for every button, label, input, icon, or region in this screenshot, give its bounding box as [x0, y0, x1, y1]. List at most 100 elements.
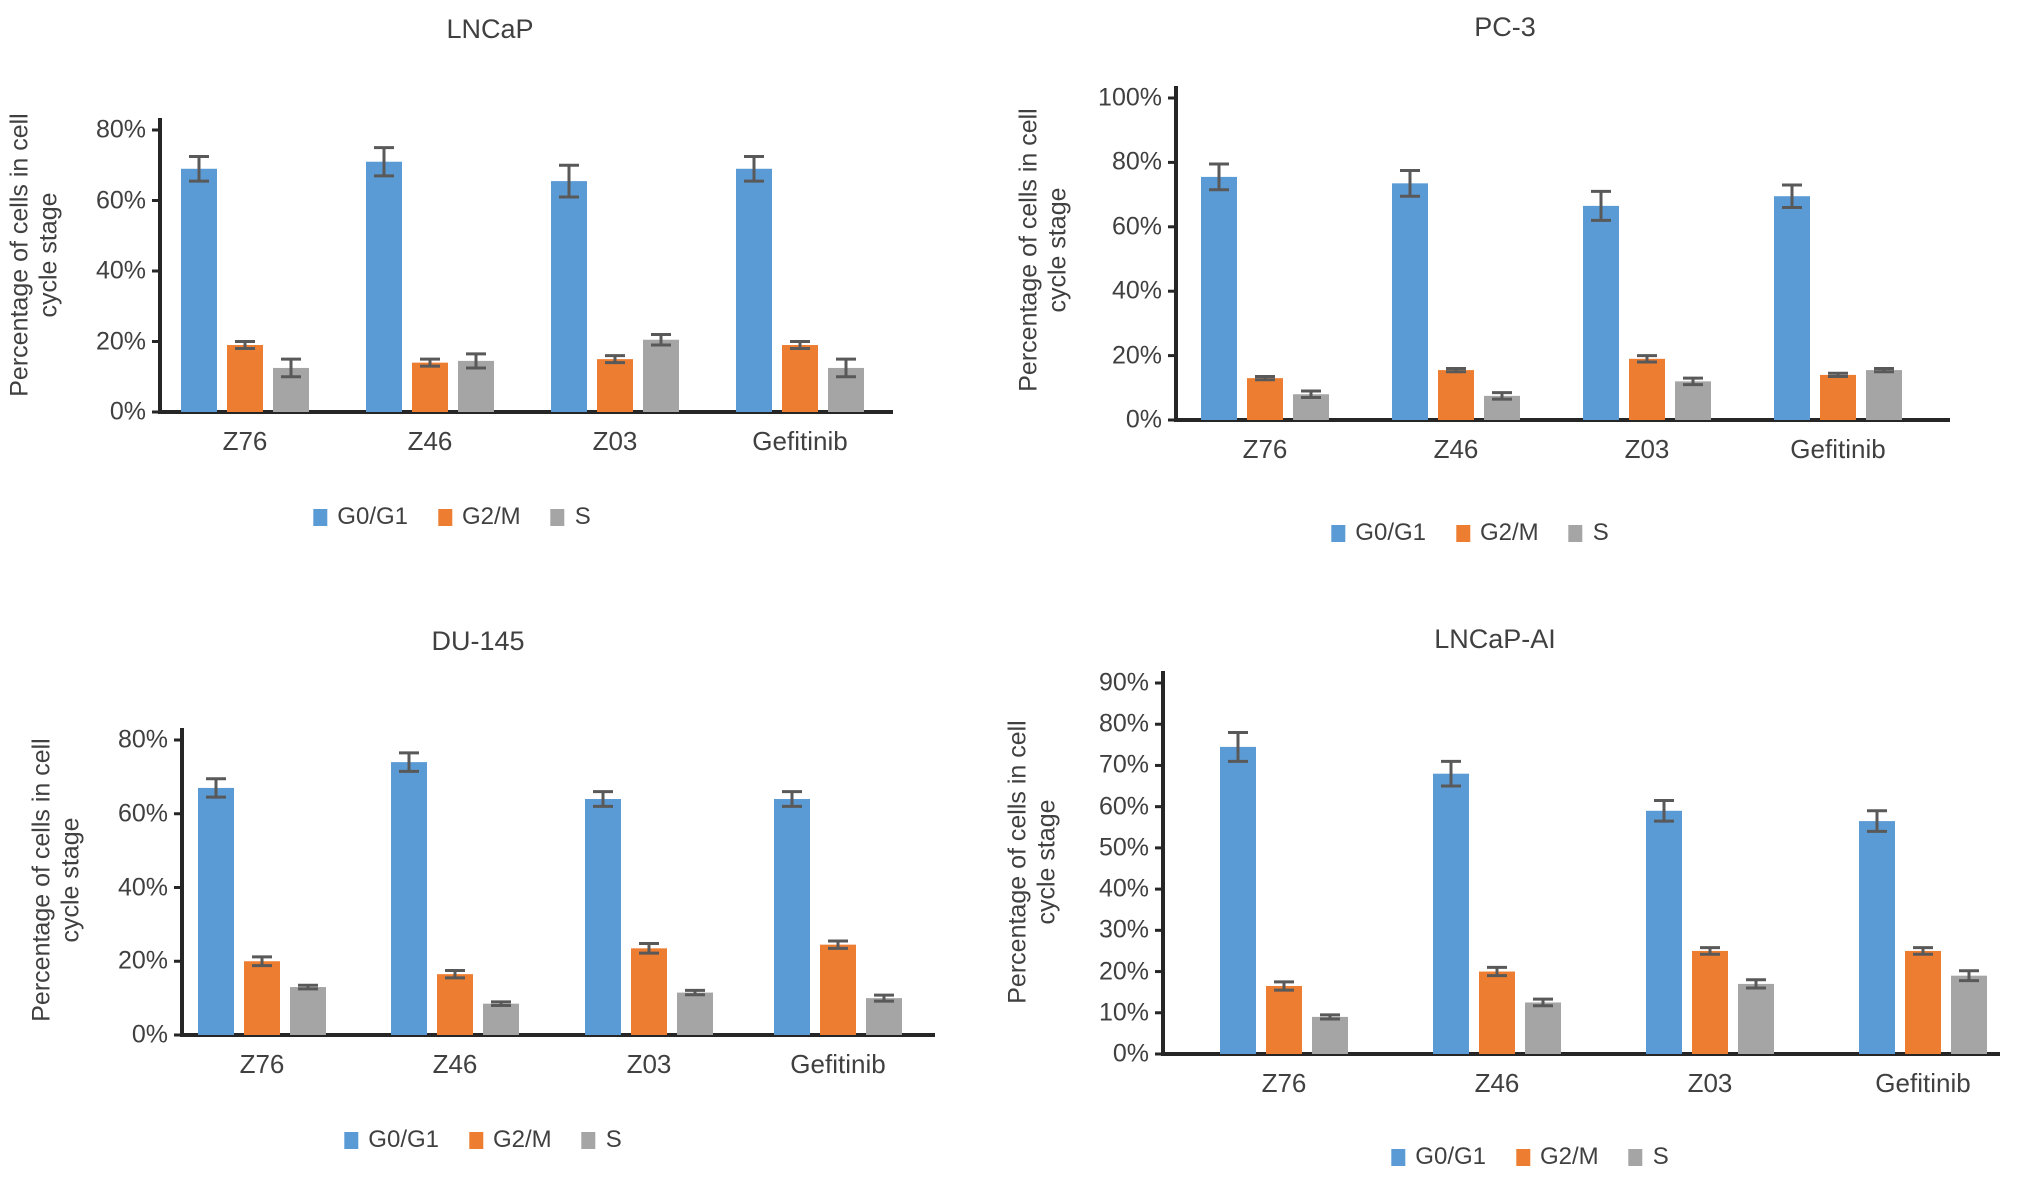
bar-g2m-gefitinib: [1820, 374, 1856, 420]
legend-label: G2/M: [1540, 1143, 1599, 1170]
legend: G0/G1 G2/M S: [344, 1126, 622, 1154]
y-axis-title: Percentage of cells in cell cycle stage: [1014, 108, 1072, 391]
legend-item-g0g1: G0/G1: [313, 503, 408, 531]
legend-item-g0g1: G0/G1: [344, 1126, 439, 1154]
legend-swatch-g0g1: [1331, 524, 1346, 542]
y-tick-label: 70%: [1098, 750, 1149, 779]
bar-s-z03: [643, 339, 679, 412]
y-tick-label: 0%: [109, 397, 146, 426]
bar-g0g1-z46: [1392, 183, 1428, 420]
bar-g0g1-z03: [1583, 205, 1619, 420]
bar-g2m-z46: [1438, 370, 1474, 420]
legend-item-g2m: G2/M: [438, 503, 521, 531]
y-tick-label: 0%: [1112, 1039, 1149, 1068]
legend-item-s: S: [550, 503, 591, 531]
legend-label: S: [1652, 1143, 1669, 1170]
legend-item-g2m: G2/M: [1516, 1143, 1599, 1171]
bar-g2m-gefitinib: [782, 345, 818, 412]
y-tick-label: 60%: [1098, 792, 1149, 821]
x-category-label: Z03: [592, 426, 638, 456]
bar-g2m-z03: [1692, 950, 1728, 1054]
bar-s-z03: [677, 992, 713, 1035]
bar-s-z03: [1675, 381, 1711, 420]
bar-g2m-z03: [597, 359, 633, 412]
bar-g0g1-z03: [551, 181, 587, 412]
x-category-label: Z46: [407, 426, 453, 456]
y-axis-title-line1: Percentage of cells in cell: [27, 738, 56, 1022]
legend-label: G0/G1: [1415, 1143, 1486, 1170]
x-category-label: Z03: [626, 1049, 672, 1079]
y-tick-label: 0%: [131, 1020, 168, 1049]
bar-g2m-z46: [412, 362, 448, 412]
legend-swatch-g0g1: [344, 1131, 359, 1149]
y-tick-label: 50%: [1098, 833, 1149, 862]
bar-g2m-z76: [227, 345, 263, 412]
legend-item-s: S: [1628, 1143, 1669, 1171]
y-tick-label: 10%: [1098, 998, 1149, 1027]
chart-title: LNCaP-AI: [1434, 624, 1556, 654]
bar-g2m-z76: [244, 961, 280, 1035]
y-tick-label: 80%: [95, 115, 146, 144]
legend-item-g0g1: G0/G1: [1391, 1143, 1486, 1171]
x-category-label: Gefitinib: [752, 426, 848, 456]
legend: G0/G1 G2/M S: [313, 503, 591, 531]
bar-g0g1-z76: [1220, 746, 1256, 1054]
bar-s-gefitinib: [866, 998, 902, 1035]
x-category-label: Z46: [432, 1049, 478, 1079]
y-axis-title: Percentage of cells in cell cycle stage: [5, 113, 63, 396]
bar-g2m-z46: [437, 974, 473, 1035]
legend-label: G0/G1: [1355, 519, 1426, 546]
bar-g2m-z76: [1266, 985, 1302, 1054]
legend-label: S: [574, 503, 591, 530]
bar-g2m-z03: [1629, 358, 1665, 420]
y-axis-title-line2: cycle stage: [56, 817, 84, 943]
y-axis-title: Percentage of cells in cell cycle stage: [27, 738, 85, 1021]
bar-s-z03: [1738, 983, 1774, 1054]
bar-s-gefitinib: [1951, 975, 1987, 1054]
bar-g2m-z46: [1479, 971, 1515, 1054]
y-tick-label: 80%: [1111, 147, 1162, 176]
y-tick-label: 40%: [1111, 276, 1162, 305]
legend-item-g0g1: G0/G1: [1331, 519, 1426, 547]
x-category-label: Gefitinib: [790, 1049, 886, 1079]
bar-g0g1-gefitinib: [1774, 196, 1810, 420]
y-axis-title-line2: cycle stage: [1043, 187, 1071, 313]
legend-item-g2m: G2/M: [1456, 519, 1539, 547]
chart-title: LNCaP: [446, 14, 534, 44]
legend-label: S: [1592, 519, 1609, 546]
bar-g2m-gefitinib: [820, 944, 856, 1035]
legend-item-g2m: G2/M: [469, 1126, 552, 1154]
y-tick-label: 40%: [117, 873, 168, 901]
chart-title: DU-145: [431, 626, 525, 656]
bar-g2m-z03: [631, 948, 667, 1035]
bar-g0g1-z46: [366, 161, 402, 412]
y-tick-label: 90%: [1098, 668, 1149, 697]
bar-s-z46: [1525, 1002, 1561, 1054]
x-category-label: Gefitinib: [1790, 434, 1886, 464]
y-axis-title-line2: cycle stage: [1032, 799, 1060, 925]
bar-g0g1-gefitinib: [1859, 821, 1895, 1054]
legend-swatch-s: [550, 508, 565, 526]
legend-label: G2/M: [493, 1126, 552, 1153]
bar-g0g1-z03: [1646, 810, 1682, 1054]
chart-title: PC-3: [1474, 12, 1536, 42]
bar-g0g1-z46: [391, 762, 427, 1035]
legend-swatch-g2m: [1516, 1148, 1530, 1166]
legend-swatch-g2m: [469, 1131, 483, 1149]
y-tick-label: 80%: [117, 725, 168, 754]
y-tick-label: 30%: [1098, 915, 1149, 944]
x-category-label: Z76: [239, 1049, 285, 1079]
bar-g0g1-gefitinib: [736, 168, 772, 412]
y-tick-label: 40%: [95, 256, 146, 285]
bar-g0g1-z76: [181, 168, 217, 412]
x-category-label: Z03: [1624, 434, 1670, 464]
legend-label: G2/M: [462, 503, 521, 530]
bar-s-z76: [1312, 1016, 1348, 1054]
legend-swatch-g2m: [438, 508, 452, 526]
y-tick-label: 60%: [1111, 212, 1162, 241]
bar-g0g1-z46: [1433, 773, 1469, 1054]
bar-g2m-gefitinib: [1905, 950, 1941, 1054]
y-tick-label: 20%: [1098, 957, 1149, 986]
